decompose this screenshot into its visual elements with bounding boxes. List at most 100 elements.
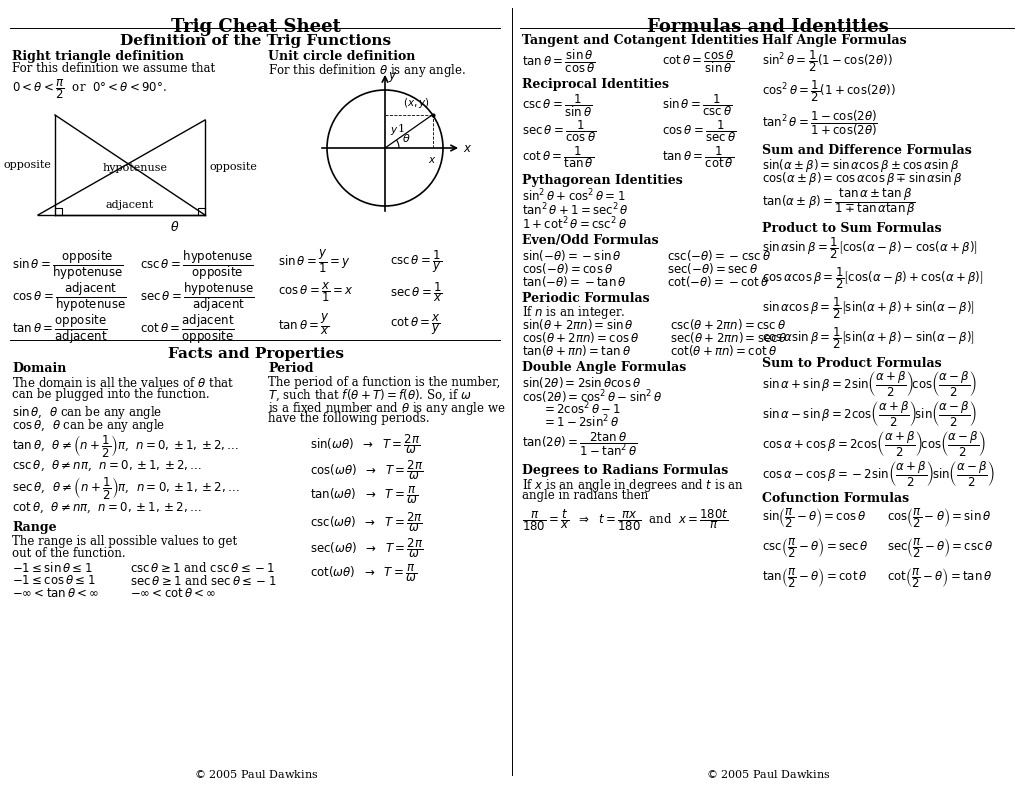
Text: $\dfrac{\pi}{180}=\dfrac{t}{x}$  $\Rightarrow$  $t=\dfrac{\pi x}{180}$  and  $x=: $\dfrac{\pi}{180}=\dfrac{t}{x}$ $\Righta… [522,507,729,532]
Text: $\cos\theta=\dfrac{\mathrm{adjacent}}{\mathrm{hypotenuse}}$: $\cos\theta=\dfrac{\mathrm{adjacent}}{\m… [12,280,126,314]
Text: Cofunction Formulas: Cofunction Formulas [762,492,909,505]
Text: $\cot\theta=\dfrac{\mathrm{adjacent}}{\mathrm{opposite}}$: $\cot\theta=\dfrac{\mathrm{adjacent}}{\m… [140,312,234,346]
Text: $\cos\theta=\dfrac{1}{\sec\theta}$: $\cos\theta=\dfrac{1}{\sec\theta}$ [662,118,736,144]
Text: $\csc\!\left(\dfrac{\pi}{2}-\theta\right)=\sec\theta$: $\csc\!\left(\dfrac{\pi}{2}-\theta\right… [762,536,868,560]
Text: $\sec\theta$,  $\theta\neq\left(n+\dfrac{1}{2}\right)\pi$,  $n=0,\pm1,\pm2,\ldot: $\sec\theta$, $\theta\neq\left(n+\dfrac{… [12,475,240,501]
Text: $\theta$: $\theta$ [170,220,179,234]
Text: $\tan\theta=\dfrac{\mathrm{opposite}}{\mathrm{adjacent}}$: $\tan\theta=\dfrac{\mathrm{opposite}}{\m… [12,312,108,346]
Text: $=1-2\sin^2\theta$: $=1-2\sin^2\theta$ [542,414,620,430]
Text: $\tan(\theta+\pi n)=\tan\theta$: $\tan(\theta+\pi n)=\tan\theta$ [522,343,631,358]
Text: The period of a function is the number,: The period of a function is the number, [268,376,501,389]
Text: $\tan(-\theta)=-\tan\theta$: $\tan(-\theta)=-\tan\theta$ [522,274,627,289]
Text: $\tan\theta=\dfrac{\sin\theta}{\cos\theta}$: $\tan\theta=\dfrac{\sin\theta}{\cos\thet… [522,48,596,74]
Text: For this definition $\theta$ is any angle.: For this definition $\theta$ is any angl… [268,62,466,79]
Text: If $n$ is an integer.: If $n$ is an integer. [522,304,626,321]
Text: $-1\leq\cos\theta\leq 1$: $-1\leq\cos\theta\leq 1$ [12,574,95,587]
Text: Double Angle Formulas: Double Angle Formulas [522,361,686,374]
Text: $\sec\theta=\dfrac{1}{x}$: $\sec\theta=\dfrac{1}{x}$ [390,280,442,304]
Text: $\sin\theta=\dfrac{1}{\csc\theta}$: $\sin\theta=\dfrac{1}{\csc\theta}$ [662,92,732,118]
Text: $\sin(\alpha\pm\beta)=\sin\alpha\cos\beta\pm\cos\alpha\sin\beta$: $\sin(\alpha\pm\beta)=\sin\alpha\cos\bet… [762,157,959,174]
Text: hypotenuse: hypotenuse [102,163,168,173]
Text: Sum and Difference Formulas: Sum and Difference Formulas [762,144,972,157]
Text: opposite: opposite [3,160,51,170]
Text: $\cos\alpha\sin\beta=\dfrac{1}{2}\left[\sin(\alpha+\beta)-\sin(\alpha-\beta)\rig: $\cos\alpha\sin\beta=\dfrac{1}{2}\left[\… [762,325,975,350]
Text: $0<\theta<\dfrac{\pi}{2}$  or  $0°<\theta<90°$.: $0<\theta<\dfrac{\pi}{2}$ or $0°<\theta<… [12,77,167,100]
Text: $\sin(\omega\theta)$  $\rightarrow$  $T=\dfrac{2\pi}{\omega}$: $\sin(\omega\theta)$ $\rightarrow$ $T=\d… [310,432,421,456]
Text: Sum to Product Formulas: Sum to Product Formulas [762,357,942,370]
Text: $x$: $x$ [428,155,437,165]
Text: $\tan(\omega\theta)$  $\rightarrow$  $T=\dfrac{\pi}{\omega}$: $\tan(\omega\theta)$ $\rightarrow$ $T=\d… [310,484,418,505]
Text: $\cot\theta=\dfrac{1}{\tan\theta}$: $\cot\theta=\dfrac{1}{\tan\theta}$ [522,144,594,170]
Text: $\cot\!\left(\dfrac{\pi}{2}-\theta\right)=\tan\theta$: $\cot\!\left(\dfrac{\pi}{2}-\theta\right… [887,566,992,589]
Text: $\cot(\omega\theta)$  $\rightarrow$  $T=\dfrac{\pi}{\omega}$: $\cot(\omega\theta)$ $\rightarrow$ $T=\d… [310,562,417,584]
Text: $-\infty<\cot\theta<\infty$: $-\infty<\cot\theta<\infty$ [130,587,216,600]
Text: $\csc(\omega\theta)$  $\rightarrow$  $T=\dfrac{2\pi}{\omega}$: $\csc(\omega\theta)$ $\rightarrow$ $T=\d… [310,510,423,534]
Text: $\csc(\theta+2\pi n)=\csc\theta$: $\csc(\theta+2\pi n)=\csc\theta$ [670,317,786,332]
Text: Pythagorean Identities: Pythagorean Identities [522,174,683,187]
Text: $(x, y)$: $(x, y)$ [402,96,429,110]
Text: out of the function.: out of the function. [12,547,126,560]
Text: Even/Odd Formulas: Even/Odd Formulas [522,234,658,247]
Text: Unit circle definition: Unit circle definition [268,50,416,63]
Text: $\sin\!\left(\dfrac{\pi}{2}-\theta\right)=\cos\theta$: $\sin\!\left(\dfrac{\pi}{2}-\theta\right… [762,506,866,530]
Text: $\sec\!\left(\dfrac{\pi}{2}-\theta\right)=\csc\theta$: $\sec\!\left(\dfrac{\pi}{2}-\theta\right… [887,536,994,560]
Text: $\cot\theta$,  $\theta\neq n\pi$,  $n=0,\pm1,\pm2,\ldots$: $\cot\theta$, $\theta\neq n\pi$, $n=0,\p… [12,501,202,516]
Text: $\sin\alpha\cos\beta=\dfrac{1}{2}\left[\sin(\alpha+\beta)+\sin(\alpha-\beta)\rig: $\sin\alpha\cos\beta=\dfrac{1}{2}\left[\… [762,295,975,320]
Text: Periodic Formulas: Periodic Formulas [522,292,649,305]
Text: $\sec(-\theta)=\sec\theta$: $\sec(-\theta)=\sec\theta$ [667,261,758,276]
Text: $\sin\alpha+\sin\beta=2\sin\!\left(\dfrac{\alpha+\beta}{2}\right)\!\cos\!\left(\: $\sin\alpha+\sin\beta=2\sin\!\left(\dfra… [762,370,978,399]
Text: angle in radians then: angle in radians then [522,489,648,502]
Text: Domain: Domain [12,362,67,375]
Text: $y$: $y$ [390,125,398,138]
Text: $\cos(2\theta)=\cos^2\theta-\sin^2\theta$: $\cos(2\theta)=\cos^2\theta-\sin^2\theta… [522,388,663,406]
Text: $\copyright$ 2005 Paul Dawkins: $\copyright$ 2005 Paul Dawkins [194,768,318,780]
Text: $\sin\alpha\sin\beta=\dfrac{1}{2}\left[\cos(\alpha-\beta)-\cos(\alpha+\beta)\rig: $\sin\alpha\sin\beta=\dfrac{1}{2}\left[\… [762,235,978,261]
Text: $\cot(-\theta)=-\cot\theta$: $\cot(-\theta)=-\cot\theta$ [667,274,769,289]
Text: $\sec\theta=\dfrac{1}{\cos\theta}$: $\sec\theta=\dfrac{1}{\cos\theta}$ [522,118,596,144]
Text: $T$, such that $f(\theta+T)=f(\theta)$. So, if $\omega$: $T$, such that $f(\theta+T)=f(\theta)$. … [268,388,472,403]
Text: opposite: opposite [209,162,257,172]
Text: Facts and Properties: Facts and Properties [168,347,344,361]
Text: $\sin\theta=\dfrac{y}{1}=y$: $\sin\theta=\dfrac{y}{1}=y$ [278,248,351,274]
Text: $y$: $y$ [388,70,397,84]
Text: $\csc\theta=\dfrac{1}{y}$: $\csc\theta=\dfrac{1}{y}$ [390,248,442,274]
Text: $\tan\theta$,  $\theta\neq\left(n+\dfrac{1}{2}\right)\pi$,  $n=0,\pm1,\pm2,\ldot: $\tan\theta$, $\theta\neq\left(n+\dfrac{… [12,433,240,459]
Text: have the following periods.: have the following periods. [268,412,430,425]
Text: $\cos(\alpha\pm\beta)=\cos\alpha\cos\beta\mp\sin\alpha\sin\beta$: $\cos(\alpha\pm\beta)=\cos\alpha\cos\bet… [762,170,963,187]
Text: $\cos\alpha-\cos\beta=-2\sin\!\left(\dfrac{\alpha+\beta}{2}\right)\!\sin\!\left(: $\cos\alpha-\cos\beta=-2\sin\!\left(\dfr… [762,460,994,489]
Text: $\sec(\theta+2\pi n)=\sec\theta$: $\sec(\theta+2\pi n)=\sec\theta$ [670,330,787,345]
Text: $x$: $x$ [463,142,472,154]
Text: $\sin^2\theta=\dfrac{1}{2}\left(1-\cos(2\theta)\right)$: $\sin^2\theta=\dfrac{1}{2}\left(1-\cos(2… [762,48,893,74]
Text: $\sin\alpha-\sin\beta=2\cos\!\left(\dfrac{\alpha+\beta}{2}\right)\!\sin\!\left(\: $\sin\alpha-\sin\beta=2\cos\!\left(\dfra… [762,400,978,429]
Text: $\cot\theta=\dfrac{x}{y}$: $\cot\theta=\dfrac{x}{y}$ [390,312,441,337]
Text: $\sin(2\theta)=2\sin\theta\cos\theta$: $\sin(2\theta)=2\sin\theta\cos\theta$ [522,375,641,390]
Text: can be plugged into the function.: can be plugged into the function. [12,388,210,401]
Text: Degrees to Radians Formulas: Degrees to Radians Formulas [522,464,728,477]
Text: $\cos^2\theta=\dfrac{1}{2}\left(1+\cos(2\theta)\right)$: $\cos^2\theta=\dfrac{1}{2}\left(1+\cos(2… [762,78,896,104]
Text: $\tan(\alpha\pm\beta)=\dfrac{\tan\alpha\pm\tan\beta}{1\mp\tan\alpha\tan\beta}$: $\tan(\alpha\pm\beta)=\dfrac{\tan\alpha\… [762,186,916,218]
Text: $\sec\theta\geq 1$ and $\sec\theta\leq -1$: $\sec\theta\geq 1$ and $\sec\theta\leq -… [130,574,276,588]
Text: $\cos\alpha\cos\beta=\dfrac{1}{2}\left[\cos(\alpha-\beta)+\cos(\alpha+\beta)\rig: $\cos\alpha\cos\beta=\dfrac{1}{2}\left[\… [762,265,984,290]
Text: $\csc\theta=\dfrac{\mathrm{hypotenuse}}{\mathrm{opposite}}$: $\csc\theta=\dfrac{\mathrm{hypotenuse}}{… [140,248,254,282]
Text: Right triangle definition: Right triangle definition [12,50,184,63]
Text: The range is all possible values to get: The range is all possible values to get [12,535,238,548]
Text: $\tan\!\left(\dfrac{\pi}{2}-\theta\right)=\cot\theta$: $\tan\!\left(\dfrac{\pi}{2}-\theta\right… [762,566,867,589]
Text: $\csc(-\theta)=-\csc\theta$: $\csc(-\theta)=-\csc\theta$ [667,248,771,263]
Text: $\csc\theta=\dfrac{1}{\sin\theta}$: $\csc\theta=\dfrac{1}{\sin\theta}$ [522,92,593,119]
Text: is a fixed number and $\theta$ is any angle we: is a fixed number and $\theta$ is any an… [268,400,506,417]
Text: $\cos\alpha+\cos\beta=2\cos\!\left(\dfrac{\alpha+\beta}{2}\right)\!\cos\!\left(\: $\cos\alpha+\cos\beta=2\cos\!\left(\dfra… [762,430,986,459]
Text: Trig Cheat Sheet: Trig Cheat Sheet [171,18,341,36]
Text: Range: Range [12,521,56,534]
Text: The domain is all the values of $\theta$ that: The domain is all the values of $\theta$… [12,376,234,390]
Text: $\sin(\theta+2\pi n)=\sin\theta$: $\sin(\theta+2\pi n)=\sin\theta$ [522,317,634,332]
Text: Product to Sum Formulas: Product to Sum Formulas [762,222,942,235]
Text: $\tan^2\theta+1=\sec^2\theta$: $\tan^2\theta+1=\sec^2\theta$ [522,202,629,218]
Text: $\sec(\omega\theta)$  $\rightarrow$  $T=\dfrac{2\pi}{\omega}$: $\sec(\omega\theta)$ $\rightarrow$ $T=\d… [310,536,424,560]
Text: $-\infty<\tan\theta<\infty$: $-\infty<\tan\theta<\infty$ [12,587,99,600]
Text: $1+\cot^2\theta=\csc^2\theta$: $1+\cot^2\theta=\csc^2\theta$ [522,216,627,233]
Text: $\sin^2\theta+\cos^2\theta=1$: $\sin^2\theta+\cos^2\theta=1$ [522,188,626,205]
Text: $\tan^2\theta=\dfrac{1-\cos(2\theta)}{1+\cos(2\theta)}$: $\tan^2\theta=\dfrac{1-\cos(2\theta)}{1+… [762,108,878,138]
Text: 1: 1 [397,124,404,134]
Text: $\tan(2\theta)=\dfrac{2\tan\theta}{1-\tan^2\theta}$: $\tan(2\theta)=\dfrac{2\tan\theta}{1-\ta… [522,430,638,458]
Text: $\cot\theta=\dfrac{\cos\theta}{\sin\theta}$: $\cot\theta=\dfrac{\cos\theta}{\sin\thet… [662,48,734,74]
